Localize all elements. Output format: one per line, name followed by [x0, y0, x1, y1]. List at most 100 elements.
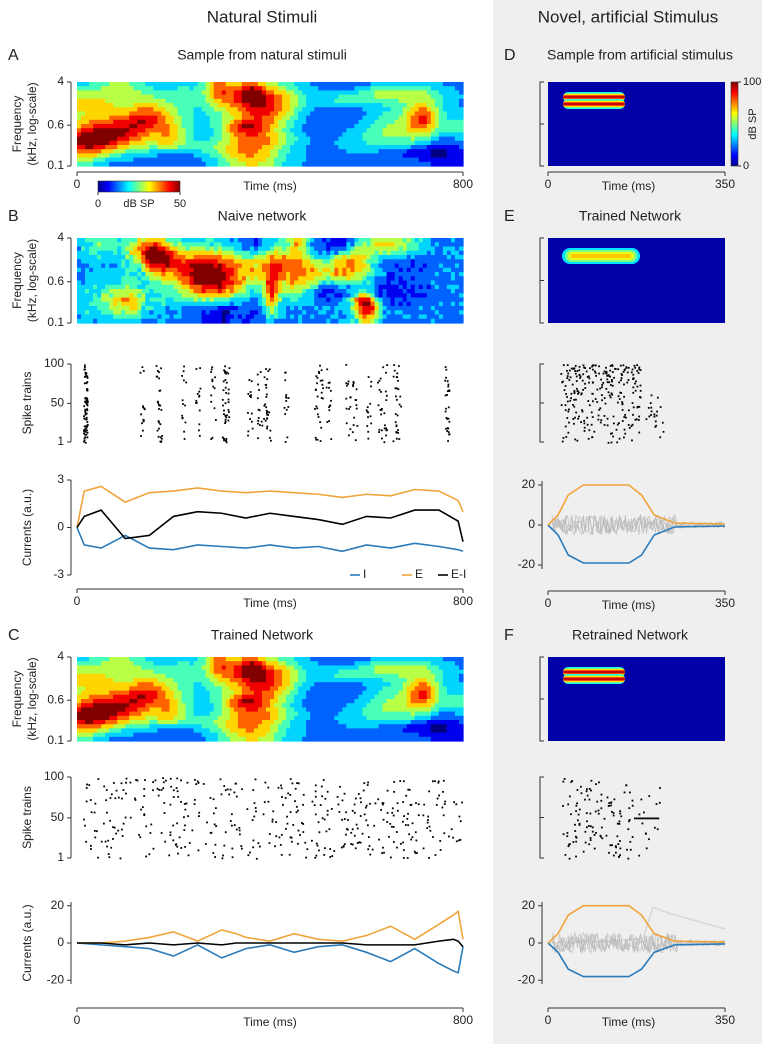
spectrogram-cell — [133, 124, 138, 129]
spectrogram-cell — [221, 259, 227, 265]
spectrogram-cell — [270, 280, 275, 286]
spectrogram-cell — [101, 157, 106, 163]
spectrogram-cell — [213, 318, 219, 324]
spectrogram-cell — [330, 107, 335, 112]
spectrogram-cell — [290, 301, 295, 307]
spectrogram-cell — [270, 98, 275, 104]
spike — [355, 388, 358, 391]
spectrogram-cell — [402, 157, 408, 163]
spectrogram-cell — [77, 90, 82, 96]
spectrogram-cell — [177, 90, 183, 96]
spike — [588, 381, 590, 384]
spike — [224, 414, 227, 417]
spectrogram-cell — [446, 263, 452, 269]
spectrogram-cell — [282, 111, 287, 117]
spectrogram-cell — [294, 115, 299, 121]
spectrogram-cell — [402, 289, 408, 294]
spectrogram-cell — [157, 153, 163, 159]
spectrogram-cell — [177, 107, 183, 112]
spectrogram-cell — [213, 255, 219, 260]
spectrogram-cell — [125, 720, 130, 725]
spectrogram-cell — [149, 242, 154, 248]
spectrogram-cell — [418, 301, 424, 307]
spectrogram-cell — [125, 728, 130, 734]
spectrogram-cell — [350, 310, 356, 316]
spectrogram-cell — [330, 242, 335, 248]
spectrogram-cell — [225, 153, 231, 159]
spectrogram-cell — [398, 246, 404, 252]
spectrogram-cell — [93, 161, 98, 167]
spectrogram-cell — [161, 238, 167, 243]
spectrogram-cell — [358, 267, 364, 273]
spectrogram-cell — [225, 293, 231, 299]
spectrogram-cell — [109, 686, 114, 692]
spectrogram-cell — [414, 136, 420, 142]
spectrogram-cell — [85, 82, 90, 87]
spectrogram-cell — [410, 145, 416, 150]
spectrogram-cell — [410, 289, 416, 294]
spectrogram-cell — [189, 284, 195, 290]
spike — [632, 373, 635, 376]
spectrogram-cell — [169, 107, 175, 112]
spectrogram-cell — [322, 293, 327, 299]
spectrogram-cell — [342, 103, 347, 108]
spectrogram-cell — [278, 246, 283, 252]
spectrogram-cell — [153, 318, 159, 324]
spectrogram-cell — [241, 111, 247, 117]
spectrogram-cell — [101, 255, 106, 260]
spectrogram-cell — [193, 107, 199, 112]
spectrogram-cell — [426, 306, 432, 311]
spectrogram-cell — [434, 98, 440, 104]
spectrogram-cell — [326, 90, 331, 96]
spectrogram-cell — [145, 86, 150, 91]
spike — [352, 383, 355, 386]
spectrogram-cell — [446, 103, 452, 108]
spectrogram-cell — [306, 293, 311, 299]
spike — [647, 406, 650, 409]
spike — [590, 411, 593, 414]
spectrogram-cell — [410, 297, 416, 303]
spectrogram-cell — [406, 145, 412, 150]
spectrogram-cell — [386, 107, 392, 112]
spike — [645, 418, 648, 421]
spectrogram-cell — [430, 267, 436, 273]
spectrogram-cell — [378, 145, 384, 150]
spectrogram-cell — [177, 259, 183, 265]
spectrogram-cell — [89, 136, 94, 142]
spectrogram-cell — [249, 250, 255, 256]
spectrogram-cell — [157, 301, 163, 307]
spectrogram-cell — [442, 124, 448, 129]
spectrogram-cell — [310, 94, 315, 100]
spike — [659, 406, 662, 408]
spectrogram-cell — [145, 242, 150, 248]
spike — [623, 428, 626, 431]
spike — [576, 439, 579, 442]
spectrogram-cell — [133, 301, 138, 307]
spike — [631, 439, 633, 442]
spectrogram-cell — [133, 665, 138, 671]
spectrogram-cell — [85, 238, 90, 243]
spike — [213, 387, 216, 390]
spectrogram-cell — [298, 293, 303, 299]
spectrogram-cell — [177, 94, 183, 100]
spectrogram-cell — [354, 115, 360, 121]
spectrogram-cell — [446, 250, 452, 256]
spectrogram-cell — [245, 161, 251, 167]
spectrogram-cell — [93, 724, 98, 729]
spike — [395, 395, 397, 398]
spectrogram-cell — [282, 301, 287, 307]
spectrogram-cell — [153, 111, 159, 117]
spectrogram-cell — [153, 284, 159, 290]
spike — [86, 404, 89, 407]
spectrogram-cell — [117, 318, 122, 324]
spectrogram-cell — [398, 242, 404, 248]
spectrogram-cell — [233, 259, 239, 265]
spectrogram-cell — [169, 128, 175, 133]
spectrogram-cell — [121, 267, 126, 273]
spectrogram-cell — [197, 250, 203, 256]
spectrogram-cell — [438, 284, 444, 290]
spectrogram-cell — [326, 250, 331, 256]
spectrogram-cell — [189, 280, 195, 286]
spectrogram-cell — [270, 90, 275, 96]
spectrogram-cell — [197, 136, 203, 142]
